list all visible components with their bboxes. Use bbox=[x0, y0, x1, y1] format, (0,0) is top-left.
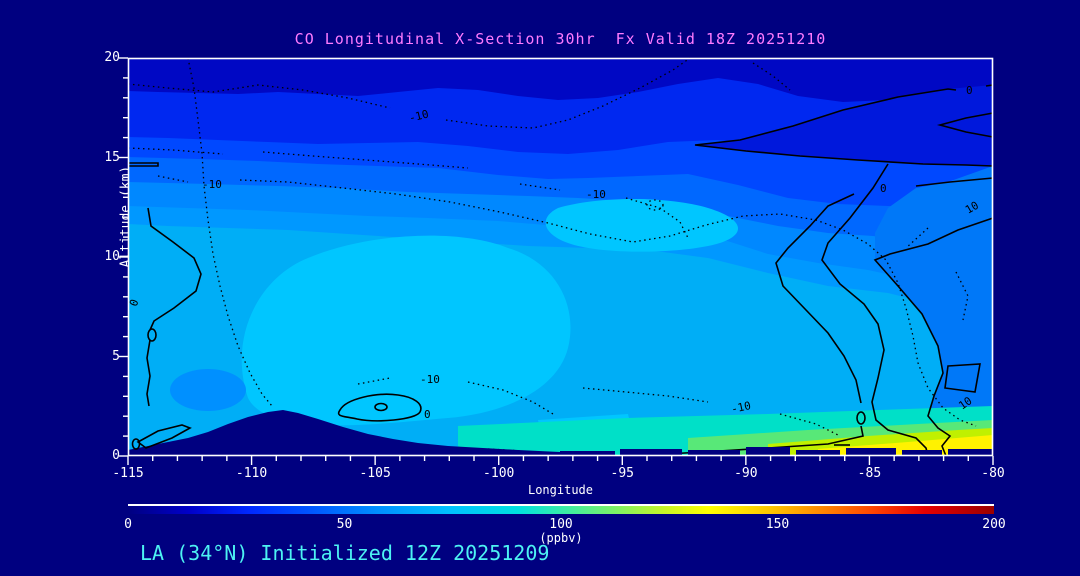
plot-area-border bbox=[127, 57, 994, 457]
x-tick-label: -115 bbox=[112, 466, 144, 481]
y-tick-label: 0 bbox=[112, 448, 120, 463]
plot-area: -10 -10 -10 -10 -10 0 0 0 0 10 10 bbox=[119, 57, 994, 465]
colorbar-units: (ppbv) bbox=[539, 531, 583, 545]
solid-contours bbox=[128, 84, 994, 457]
contour-label-0: 0 bbox=[424, 408, 431, 421]
colorbar-tick-label: 0 bbox=[124, 517, 132, 532]
x-axis-ticks bbox=[127, 456, 994, 465]
y-tick-label: 20 bbox=[104, 50, 120, 65]
y-tick-label: 15 bbox=[104, 149, 120, 165]
colorbar-tick-label: 150 bbox=[765, 517, 790, 532]
fill-dark-wedge-right bbox=[695, 85, 993, 166]
contour-label-0: 0 bbox=[880, 182, 887, 195]
x-tick-label: -80 bbox=[981, 466, 1005, 481]
x-axis-title: Longitude bbox=[527, 483, 594, 497]
contour-label-minus10: -10 bbox=[420, 373, 440, 386]
init-info-text: LA (34°N) Initialized 12Z 20251209 bbox=[140, 541, 550, 565]
contour-label-10: 10 bbox=[963, 199, 981, 217]
contour-label-0: 0 bbox=[127, 297, 141, 308]
contour-label-minus10: -10 bbox=[586, 188, 606, 201]
co-cross-section-plot: -10 -10 -10 -10 -10 0 0 0 0 10 10 bbox=[119, 57, 994, 465]
plot-title: CO Longitudinal X-Section 30hr Fx Valid … bbox=[294, 30, 827, 48]
colorbar-tick-labels: 0 50 100 150 200 bbox=[124, 517, 1006, 533]
contour-label-10: 10 bbox=[956, 394, 974, 412]
colorbar-tick-label: 100 bbox=[549, 517, 573, 532]
contour-label-minus10: -10 bbox=[202, 178, 222, 191]
y-tick-label: 10 bbox=[104, 249, 120, 264]
y-axis-tick-labels: 0 5 10 15 20 bbox=[54, 50, 120, 463]
x-axis-tick-labels: -115 -110 -105 -100 -95 -90 -85 -80 bbox=[112, 466, 1004, 482]
colorbar-tick-label: 200 bbox=[982, 517, 1006, 532]
fill-band-blue1-top bbox=[128, 58, 993, 102]
contour-label-0: 0 bbox=[966, 84, 973, 97]
terrain-contours bbox=[131, 393, 422, 450]
x-tick-label: -85 bbox=[857, 466, 882, 481]
fill-light-cyan-blob-center bbox=[241, 235, 571, 426]
colorbar-gradient bbox=[128, 504, 994, 514]
contour-labels: -10 -10 -10 -10 -10 0 0 0 0 10 10 bbox=[127, 84, 981, 421]
dotted-contours bbox=[127, 57, 977, 452]
fill-right-blue-column bbox=[875, 166, 993, 430]
contour-label-minus10: -10 bbox=[408, 107, 430, 124]
y-axis-ticks bbox=[119, 57, 128, 457]
x-tick-label: -100 bbox=[483, 466, 515, 481]
x-tick-label: -110 bbox=[235, 466, 268, 481]
x-tick-label: -105 bbox=[359, 466, 391, 481]
terrain-silhouette bbox=[128, 410, 993, 456]
contour-label-minus10: -10 bbox=[730, 399, 752, 416]
y-tick-label: 5 bbox=[112, 348, 120, 364]
fill-medium-blue-blob bbox=[170, 369, 246, 411]
x-tick-label: -90 bbox=[734, 466, 758, 481]
fill-light-cyan-patch-top bbox=[545, 199, 738, 252]
x-tick-label: -95 bbox=[610, 466, 635, 481]
colorbar-tick-label: 50 bbox=[336, 517, 353, 532]
